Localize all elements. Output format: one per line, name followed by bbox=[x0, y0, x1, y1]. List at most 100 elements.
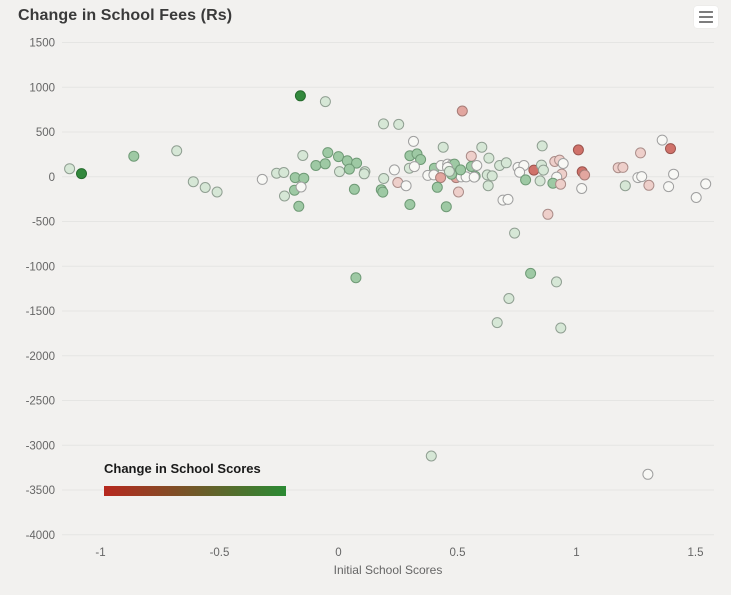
data-point[interactable] bbox=[278, 167, 290, 178]
x-tick-label: 1.5 bbox=[688, 547, 704, 559]
data-point[interactable] bbox=[128, 150, 140, 162]
data-point[interactable] bbox=[700, 178, 712, 190]
y-tick-label: 1000 bbox=[29, 82, 55, 94]
data-point[interactable] bbox=[64, 163, 76, 175]
y-tick-label: -500 bbox=[32, 217, 55, 229]
data-point[interactable] bbox=[310, 160, 322, 171]
data-point[interactable] bbox=[486, 170, 498, 182]
data-point[interactable] bbox=[476, 141, 488, 153]
data-point[interactable] bbox=[358, 168, 370, 180]
data-point[interactable] bbox=[534, 175, 546, 187]
data-point[interactable] bbox=[455, 164, 467, 176]
data-point[interactable] bbox=[437, 141, 449, 153]
legend-title: Change in School Scores bbox=[104, 461, 261, 476]
data-point[interactable] bbox=[293, 200, 305, 212]
data-point[interactable] bbox=[471, 160, 483, 171]
data-point[interactable] bbox=[572, 144, 584, 156]
data-point[interactable] bbox=[294, 90, 306, 102]
data-point[interactable] bbox=[435, 172, 447, 184]
data-point[interactable] bbox=[187, 176, 199, 188]
data-point[interactable] bbox=[333, 151, 344, 163]
data-point[interactable] bbox=[468, 171, 480, 183]
y-tick-label: -2500 bbox=[26, 396, 55, 408]
data-point[interactable] bbox=[440, 201, 452, 213]
data-point[interactable] bbox=[400, 180, 412, 192]
x-tick-label: 0.5 bbox=[450, 547, 466, 559]
chart-title: Change in School Fees (Rs) bbox=[18, 7, 233, 24]
data-point[interactable] bbox=[557, 158, 569, 169]
data-point[interactable] bbox=[579, 169, 591, 181]
data-point[interactable] bbox=[509, 227, 521, 239]
data-point[interactable] bbox=[520, 174, 532, 186]
data-point[interactable] bbox=[351, 157, 363, 169]
data-point[interactable] bbox=[642, 468, 654, 480]
data-point[interactable] bbox=[643, 179, 655, 191]
data-point[interactable] bbox=[656, 134, 668, 146]
data-point[interactable] bbox=[378, 173, 390, 184]
data-point[interactable] bbox=[322, 147, 334, 159]
data-point[interactable] bbox=[465, 150, 477, 162]
data-point[interactable] bbox=[297, 150, 309, 161]
data-point[interactable] bbox=[555, 178, 567, 190]
data-point[interactable] bbox=[199, 182, 211, 193]
data-point[interactable] bbox=[503, 293, 515, 304]
data-point[interactable] bbox=[431, 181, 443, 193]
data-point[interactable] bbox=[542, 208, 554, 220]
data-point[interactable] bbox=[502, 193, 514, 205]
data-point[interactable] bbox=[348, 183, 360, 195]
data-point[interactable] bbox=[617, 161, 629, 173]
data-point[interactable] bbox=[211, 186, 223, 198]
data-point[interactable] bbox=[456, 105, 468, 117]
data-point[interactable] bbox=[415, 154, 427, 165]
data-point[interactable] bbox=[668, 168, 680, 180]
y-tick-label: 500 bbox=[36, 127, 55, 139]
legend-gradient-bar bbox=[104, 486, 286, 496]
data-point[interactable] bbox=[388, 164, 400, 176]
x-axis-title: Initial School Scores bbox=[333, 563, 443, 577]
data-point[interactable] bbox=[663, 181, 675, 193]
data-point[interactable] bbox=[279, 190, 290, 202]
data-point[interactable] bbox=[551, 276, 562, 288]
data-point[interactable] bbox=[500, 157, 512, 169]
data-point[interactable] bbox=[377, 186, 389, 198]
data-point[interactable] bbox=[514, 166, 526, 178]
data-point[interactable] bbox=[334, 166, 345, 178]
data-point[interactable] bbox=[350, 272, 362, 284]
data-point[interactable] bbox=[443, 165, 455, 177]
data-point[interactable] bbox=[636, 171, 648, 183]
data-point[interactable] bbox=[525, 267, 537, 279]
export-menu-button[interactable] bbox=[694, 6, 718, 28]
data-point[interactable] bbox=[76, 168, 87, 180]
data-point[interactable] bbox=[319, 96, 331, 108]
data-point[interactable] bbox=[483, 152, 495, 164]
x-tick-label: 1 bbox=[573, 547, 579, 559]
data-point[interactable] bbox=[256, 173, 268, 185]
color-legend: Change in School Scores bbox=[104, 461, 286, 496]
data-point[interactable] bbox=[453, 186, 464, 198]
data-point[interactable] bbox=[537, 164, 549, 176]
data-point[interactable] bbox=[404, 199, 416, 210]
data-point[interactable] bbox=[343, 163, 355, 175]
data-point[interactable] bbox=[635, 147, 646, 159]
data-point[interactable] bbox=[171, 145, 183, 157]
data-point[interactable] bbox=[378, 118, 389, 130]
data-point[interactable] bbox=[690, 192, 702, 203]
data-point[interactable] bbox=[425, 450, 437, 462]
data-point[interactable] bbox=[393, 118, 405, 130]
data-point[interactable] bbox=[319, 158, 331, 170]
data-point[interactable] bbox=[665, 143, 676, 155]
data-point[interactable] bbox=[555, 322, 567, 334]
y-tick-label: -1000 bbox=[26, 261, 55, 273]
x-tick-label: -0.5 bbox=[210, 547, 230, 559]
data-point[interactable] bbox=[482, 180, 494, 192]
data-point[interactable] bbox=[295, 181, 307, 193]
y-tick-label: -3000 bbox=[26, 440, 55, 452]
data-point[interactable] bbox=[408, 135, 419, 147]
data-point[interactable] bbox=[619, 180, 631, 192]
data-point[interactable] bbox=[536, 140, 548, 152]
data-point[interactable] bbox=[576, 183, 588, 194]
data-point[interactable] bbox=[408, 161, 420, 173]
data-point[interactable] bbox=[491, 317, 503, 329]
